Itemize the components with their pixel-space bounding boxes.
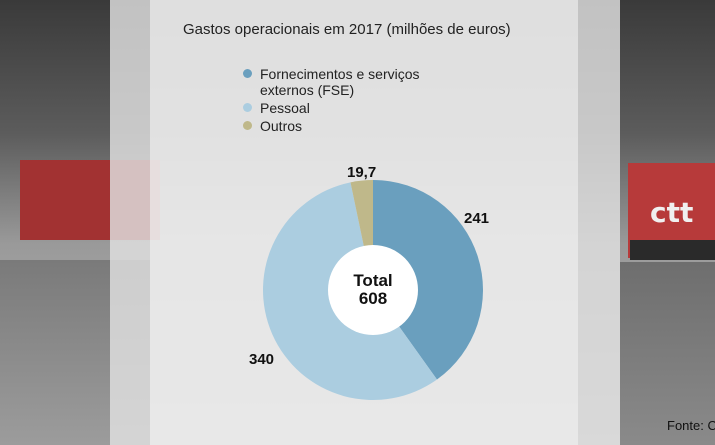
data-label-fse: 241 bbox=[464, 210, 489, 227]
chart-title: Gastos operacionais em 2017 (milhões de … bbox=[183, 21, 511, 38]
chart-legend: Fornecimentos e serviços externos (FSE) … bbox=[243, 66, 450, 134]
source-note: Fonte: C bbox=[667, 418, 715, 433]
overlay-right bbox=[578, 0, 620, 445]
legend-swatch-outros bbox=[243, 121, 252, 130]
donut-center-total-label: Total bbox=[353, 271, 392, 290]
donut-center-hole bbox=[328, 245, 418, 335]
truck-right-wheels bbox=[630, 240, 715, 260]
ctt-logo: ctt bbox=[650, 196, 694, 229]
donut-slice-fse bbox=[373, 180, 483, 380]
legend-label-pessoal: Pessoal bbox=[260, 100, 310, 116]
legend-item-outros: Outros bbox=[243, 118, 450, 134]
background-floor-right bbox=[620, 262, 715, 445]
legend-label-outros: Outros bbox=[260, 118, 303, 134]
legend-label-fse: Fornecimentos e serviços externos (FSE) bbox=[260, 66, 420, 98]
overlay-left bbox=[110, 0, 150, 445]
legend-item-pessoal: Pessoal bbox=[243, 100, 450, 116]
legend-swatch-fse bbox=[243, 69, 252, 78]
donut-center-total-value: 608 bbox=[359, 289, 387, 308]
data-label-outros: 19,7 bbox=[347, 164, 376, 181]
data-label-pessoal: 340 bbox=[249, 351, 274, 368]
legend-swatch-pessoal bbox=[243, 103, 252, 112]
legend-item-fse: Fornecimentos e serviços externos (FSE) bbox=[243, 66, 450, 98]
